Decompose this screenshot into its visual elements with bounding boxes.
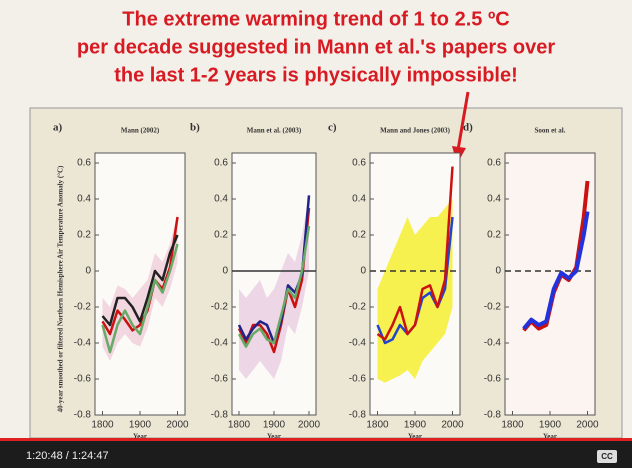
- series-line: [101, 243, 179, 354]
- y-tick-label: -0.8: [484, 410, 502, 421]
- x-axis-label: Year: [267, 433, 281, 441]
- y-tick-label: -0.4: [484, 338, 502, 349]
- y-tick-label: 0.6: [487, 158, 501, 169]
- y-tick-label: -0.2: [349, 302, 367, 313]
- panel-label: a): [53, 122, 63, 134]
- x-tick-label: 1900: [539, 420, 562, 431]
- panel-label: b): [190, 122, 200, 134]
- y-tick-label: 0.4: [487, 194, 501, 205]
- uncertainty-band: [102, 213, 178, 361]
- y-tick-label: 0.6: [77, 158, 91, 169]
- y-tick-label: -0.4: [349, 338, 367, 349]
- y-tick-label: 0.6: [352, 158, 366, 169]
- x-tick-label: 2000: [576, 420, 599, 431]
- x-tick-label: 2000: [441, 420, 464, 431]
- headline-line: the last 1-2 years is physically impossi…: [114, 64, 518, 86]
- plot-area: [504, 152, 596, 416]
- y-axis-label: 40-year smoothed or filtered Northern He…: [57, 165, 65, 412]
- uncertainty-band: [239, 195, 309, 379]
- player-bar: [0, 438, 632, 468]
- series-line: [237, 225, 311, 348]
- y-tick-label: -0.2: [211, 302, 229, 313]
- x-tick-label: 1900: [404, 420, 427, 431]
- y-tick-label: 0.4: [352, 194, 366, 205]
- player-time: 1:20:48 / 1:24:47: [26, 450, 109, 462]
- y-tick-label: 0: [222, 266, 228, 277]
- x-tick-label: 2000: [166, 420, 189, 431]
- series-line: [101, 234, 179, 327]
- y-tick-label: -0.8: [349, 410, 367, 421]
- x-tick-label: 2000: [298, 420, 321, 431]
- y-tick-label: -0.6: [349, 374, 367, 385]
- x-tick-label: 1800: [228, 420, 251, 431]
- y-tick-label: -0.6: [211, 374, 229, 385]
- x-tick-label: 1800: [91, 420, 114, 431]
- y-tick-label: 0.2: [214, 230, 228, 241]
- series-line: [522, 211, 590, 330]
- y-tick-label: -0.8: [74, 410, 92, 421]
- panel-title: Mann (2002): [121, 127, 160, 135]
- headline-line: The extreme warming trend of 1 to 2.5 ºC: [122, 8, 509, 30]
- x-tick-label: 1900: [263, 420, 286, 431]
- y-tick-label: 0.4: [77, 194, 91, 205]
- y-tick-label: 0.4: [214, 194, 228, 205]
- y-tick-label: 0: [360, 266, 366, 277]
- panel-title: Mann and Jones (2003): [380, 127, 450, 135]
- series-line: [376, 166, 454, 341]
- x-axis-label: Year: [408, 433, 422, 441]
- x-axis-label: Year: [133, 433, 147, 441]
- y-tick-label: 0.6: [214, 158, 228, 169]
- y-tick-label: -0.8: [211, 410, 229, 421]
- y-tick-label: 0: [495, 266, 501, 277]
- progress-bar[interactable]: [0, 438, 632, 441]
- y-tick-label: -0.6: [484, 374, 502, 385]
- headline-line: per decade suggested in Mann et al.'s pa…: [77, 36, 555, 58]
- panel-title: Mann et al. (2003): [247, 127, 302, 135]
- cc-button[interactable]: [597, 450, 617, 463]
- y-tick-label: 0.2: [352, 230, 366, 241]
- y-tick-label: 0.2: [487, 230, 501, 241]
- arrow: [456, 91, 470, 151]
- y-tick-label: -0.2: [484, 302, 502, 313]
- charts: a) Mann (2002)0.60.40.20-0.2-0.4-0.6-0.81…: [53, 122, 599, 441]
- y-tick-label: 0.2: [77, 230, 91, 241]
- panel-label: d): [463, 122, 473, 134]
- y-tick-label: 0: [85, 266, 91, 277]
- panel-label: c): [328, 122, 337, 134]
- y-tick-label: -0.4: [211, 338, 229, 349]
- plot-area: [94, 152, 186, 416]
- x-tick-label: 1800: [501, 420, 524, 431]
- x-tick-label: 1800: [366, 420, 389, 431]
- panel-title: Soon et al.: [535, 127, 566, 135]
- cc-label: CC: [601, 452, 613, 461]
- y-tick-label: -0.4: [74, 338, 92, 349]
- uncertainty-band: [377, 199, 453, 383]
- x-tick-label: 1900: [129, 420, 152, 431]
- y-tick-label: -0.6: [74, 374, 92, 385]
- x-axis-label: Year: [543, 433, 557, 441]
- y-tick-label: -0.2: [74, 302, 92, 313]
